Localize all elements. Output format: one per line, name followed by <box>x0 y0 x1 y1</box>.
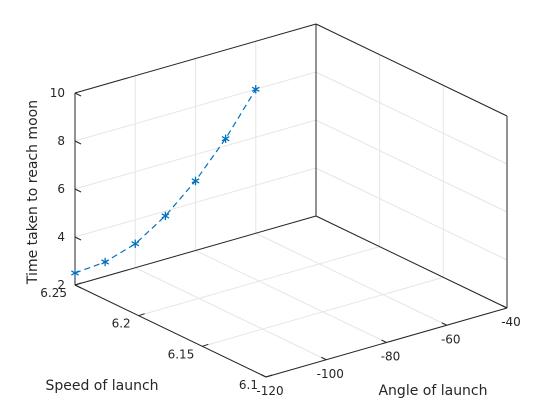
data-point-marker <box>161 211 170 221</box>
z-tick <box>74 236 82 241</box>
y-tick <box>138 313 145 317</box>
y-tick-label: 6.1 <box>239 378 258 392</box>
z-tick <box>74 92 82 97</box>
data-point-marker <box>101 257 110 267</box>
x-tick <box>501 305 508 309</box>
axes-box <box>74 23 508 378</box>
grid-lines <box>74 23 508 378</box>
marker-stroke <box>71 270 79 276</box>
marker-stroke <box>161 213 170 219</box>
data-point-marker <box>71 268 79 278</box>
x-tick-label: -60 <box>441 332 461 346</box>
x-tick-label: -100 <box>317 367 344 381</box>
grid-line-floor-y <box>202 276 444 347</box>
box-edge <box>74 215 317 286</box>
x-tick <box>260 374 267 378</box>
z-tick-label: 8 <box>57 134 65 148</box>
y-tick-label: 6.2 <box>112 317 131 331</box>
y-tick <box>265 374 273 378</box>
grid-line-floor-x <box>255 232 447 326</box>
z-tick-label: 6 <box>57 182 65 196</box>
box-edge <box>315 215 508 309</box>
grid-line-wall-xz <box>74 119 317 190</box>
grid-line-wall-yz <box>315 71 508 165</box>
y-tick <box>202 343 209 347</box>
grid-line-wall-xz <box>74 167 317 238</box>
x-tick <box>381 339 387 343</box>
x-axis-label: Angle of launch <box>378 383 487 399</box>
z-tick <box>74 284 82 289</box>
box-edge <box>315 23 508 117</box>
x-tick <box>441 322 447 326</box>
box-edge <box>74 284 267 378</box>
marker-stroke <box>251 86 260 92</box>
marker-stroke <box>131 241 140 247</box>
marker-stroke <box>221 136 230 142</box>
z-axis-label: Time taken to reach moon <box>25 100 41 285</box>
x-tick-label: -80 <box>381 350 401 364</box>
marker-stroke <box>101 259 110 265</box>
data-point-marker <box>191 176 200 186</box>
data-series <box>71 85 260 278</box>
y-tick-label: 6.15 <box>168 347 195 361</box>
z-tick <box>74 140 82 145</box>
z-tick <box>74 188 82 193</box>
y-axis-label: Speed of launch <box>45 378 158 394</box>
grid-line-wall-yz <box>315 119 508 213</box>
z-tick-label: 4 <box>57 230 65 244</box>
data-point-marker <box>131 239 140 248</box>
z-tick-label: 10 <box>50 86 65 100</box>
grid-line-floor-x <box>195 250 387 343</box>
grid-line-floor-x <box>135 267 327 361</box>
grid-line-wall-yz <box>315 167 508 261</box>
x-tick-label: -120 <box>256 384 283 398</box>
y-tick-label: 6.25 <box>40 286 67 300</box>
y-tick <box>74 282 82 286</box>
x-tick-label: -40 <box>501 315 521 329</box>
box-edge <box>74 23 317 94</box>
grid-line-floor-y <box>138 246 380 317</box>
marker-stroke <box>191 178 200 184</box>
tick-labels: -120 -100 -80 -60 -40 6.1 6.15 6.2 6.252 4 6 8 10 <box>40 86 521 398</box>
data-point-marker <box>221 134 230 143</box>
x-tick <box>321 356 327 361</box>
tick-marks <box>74 92 508 378</box>
data-point-marker <box>251 85 260 94</box>
z-tick-label: 2 <box>57 278 65 292</box>
grid-line-wall-xz <box>74 71 317 142</box>
